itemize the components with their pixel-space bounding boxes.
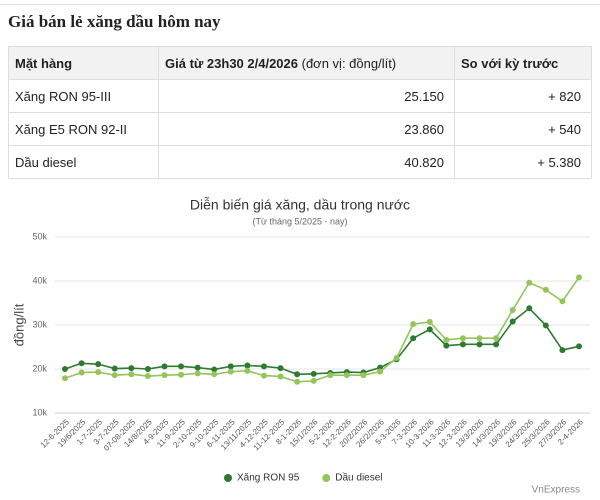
- legend-swatch: [224, 474, 232, 482]
- data-point: [393, 355, 400, 361]
- legend-label: Xăng RON 95: [237, 473, 300, 484]
- legend-label: Dầu diesel: [335, 472, 382, 484]
- y-tick-label: 10k: [32, 407, 47, 417]
- data-point: [95, 361, 102, 368]
- col-header-unit: (đơn vị: đồng/lít): [301, 55, 397, 71]
- data-point: [294, 371, 301, 378]
- data-point: [526, 305, 533, 312]
- data-point: [178, 371, 185, 378]
- data-point: [443, 336, 450, 343]
- source: VnExpress: [532, 485, 580, 496]
- row: Xăng RON 95-III 25.150 + 820: [8, 79, 592, 113]
- data-point: [62, 375, 68, 382]
- data-point: [493, 335, 500, 342]
- col-header-main: Giá từ 23h30 2/4/2026: [165, 55, 298, 71]
- data-point: [260, 372, 267, 379]
- data-point: [111, 365, 118, 372]
- cell: 23.860: [158, 112, 455, 146]
- data-point: [443, 342, 450, 349]
- row: Dầu diesel 40.820 + 5.380: [8, 145, 592, 179]
- data-point: [360, 372, 367, 379]
- data-point: [509, 307, 516, 314]
- data-point: [426, 326, 433, 333]
- data-point: [260, 363, 267, 370]
- data-point: [178, 363, 185, 370]
- data-point: [576, 343, 582, 350]
- cell: Dầu diesel: [8, 145, 159, 179]
- data-point: [559, 298, 566, 305]
- cell: 40.820: [158, 145, 455, 179]
- data-point: [244, 362, 251, 369]
- y-tick-label: 40k: [32, 275, 47, 285]
- data-point: [62, 366, 68, 372]
- series-line: [64, 276, 580, 383]
- data-point: [542, 322, 549, 329]
- cell: 25.150: [158, 79, 455, 113]
- cell: Xăng RON 95-III: [8, 79, 159, 113]
- data-point: [144, 373, 151, 380]
- row: Xăng E5 RON 92-II 23.860 + 540: [8, 112, 592, 146]
- data-point: [327, 372, 334, 379]
- data-point: [144, 366, 151, 372]
- chart-subtitle: (Từ tháng 5/2025 - nay): [252, 216, 347, 226]
- data-point: [227, 368, 234, 375]
- data-point: [277, 365, 284, 372]
- data-point: [78, 360, 85, 367]
- page-title: Giá bán lẻ xăng dầu hôm nay: [8, 12, 221, 31]
- header-row: Mặt hàng Giá từ 23h30 2/4/2026 (đơn vị: …: [8, 46, 592, 80]
- data-point: [542, 286, 549, 293]
- data-point: [194, 364, 201, 371]
- y-tick-label: 30k: [32, 319, 47, 329]
- data-point: [211, 371, 218, 378]
- data-point: [526, 279, 533, 286]
- data-point: [509, 318, 516, 325]
- data-point: [277, 373, 284, 380]
- col-header: So với kỳ trước: [454, 46, 592, 80]
- divider: [0, 4, 600, 5]
- data-point: [426, 318, 433, 325]
- data-point: [459, 335, 466, 342]
- data-point: [294, 378, 301, 385]
- cell: + 5.380: [454, 145, 592, 179]
- chart: Diễn biến giá xăng, dầu trong nước (Từ t…: [11, 197, 590, 496]
- data-point: [244, 367, 251, 374]
- data-point: [310, 370, 317, 377]
- data-point: [128, 365, 135, 372]
- y-tick-label: 20k: [32, 363, 47, 373]
- data-point: [211, 366, 218, 373]
- col-header: Giá từ 23h30 2/4/2026 (đơn vị: đồng/lít): [158, 46, 455, 80]
- data-point: [476, 335, 483, 342]
- data-point: [310, 377, 317, 384]
- cell: Xăng E5 RON 92-II: [8, 112, 159, 146]
- cell: + 820: [454, 79, 592, 113]
- data-point: [111, 372, 118, 379]
- chart-title: Diễn biến giá xăng, dầu trong nước: [190, 197, 410, 213]
- data-point: [410, 335, 417, 342]
- data-point: [95, 369, 102, 376]
- data-point: [161, 363, 168, 370]
- data-point: [493, 341, 500, 348]
- y-axis-label: đồng/lít: [11, 303, 26, 346]
- data-point: [410, 321, 417, 328]
- col-header: Mặt hàng: [8, 46, 159, 80]
- data-point: [194, 370, 201, 377]
- data-point: [161, 372, 168, 379]
- data-point: [559, 347, 566, 354]
- data-point: [227, 363, 234, 370]
- data-point: [576, 274, 582, 281]
- series-line: [64, 307, 580, 376]
- y-tick-label: 50k: [32, 231, 47, 241]
- data-point: [78, 369, 85, 376]
- data-point: [343, 372, 350, 379]
- cell: + 540: [454, 112, 592, 146]
- data-point: [377, 368, 384, 375]
- data-point: [476, 341, 483, 348]
- legend-swatch: [322, 474, 331, 482]
- data-point: [128, 371, 135, 378]
- price-table: Mặt hàng Giá từ 23h30 2/4/2026 (đơn vị: …: [8, 46, 592, 179]
- data-point: [459, 341, 466, 348]
